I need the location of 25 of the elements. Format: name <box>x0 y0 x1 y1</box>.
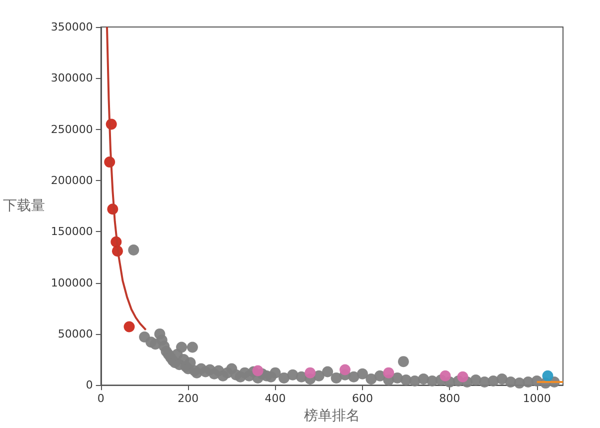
point <box>252 365 264 376</box>
x-tick-label: 0 <box>97 392 104 406</box>
y-tick-label: 200000 <box>50 174 93 187</box>
y-tick-label: 350000 <box>50 20 93 34</box>
x-axis-title: 榜单排名 <box>304 408 360 424</box>
x-tick-label: 200 <box>178 392 199 406</box>
x-tick-label: 1000 <box>522 392 551 406</box>
x-tick-label: 600 <box>352 392 373 406</box>
x-tick-label: 800 <box>439 392 460 406</box>
y-tick-label: 50000 <box>58 327 93 340</box>
point <box>383 367 394 378</box>
y-tick-label: 300000 <box>50 72 93 85</box>
x-tick-label: 400 <box>264 392 286 406</box>
line-series <box>106 26 147 331</box>
y-tick-label: 100000 <box>50 276 93 290</box>
point <box>124 321 135 332</box>
point <box>440 370 451 382</box>
point <box>340 364 351 376</box>
point <box>304 367 316 378</box>
y-tick-label: 250000 <box>50 122 93 136</box>
point <box>457 371 468 382</box>
point <box>542 370 554 382</box>
y-tick-label: 150000 <box>50 225 93 238</box>
y-tick-label: 0 <box>86 378 93 392</box>
y-axis-title: 下载量 <box>3 198 45 214</box>
